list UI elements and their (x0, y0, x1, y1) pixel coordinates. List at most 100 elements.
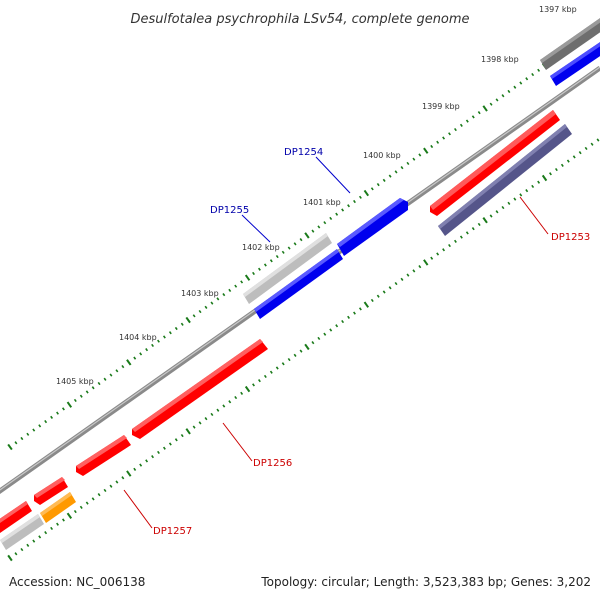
minor-tick (507, 201, 511, 205)
major-tick (185, 316, 191, 324)
minor-tick (145, 348, 149, 352)
minor-tick (590, 142, 594, 146)
topology-summary: Topology: circular; Length: 3,523,383 bp… (260, 575, 591, 589)
tick-label-1402: 1402 kbp (242, 243, 280, 252)
leader-dp1254 (315, 156, 351, 194)
minor-tick (549, 172, 552, 176)
minor-tick (115, 480, 119, 484)
gene-red-small[interactable] (76, 435, 131, 476)
map-title: Desulfotalea psychrophila LSv54, complet… (130, 12, 469, 27)
minor-tick (50, 415, 54, 419)
major-tick (244, 274, 251, 281)
minor-tick (341, 208, 345, 212)
leader-dp1257 (123, 489, 153, 529)
minor-tick (157, 339, 160, 343)
minor-tick (513, 197, 517, 201)
gene-dp1256[interactable] (132, 339, 268, 439)
gene-label-dp1255[interactable]: DP1255 (210, 205, 249, 216)
minor-tick (281, 250, 285, 254)
minor-tick (465, 231, 469, 235)
minor-tick (257, 267, 261, 271)
gene-label-dp1257[interactable]: DP1257 (153, 526, 192, 537)
minor-tick (471, 115, 475, 119)
minor-tick (329, 328, 333, 332)
minor-tick (400, 277, 404, 281)
minor-tick (537, 180, 541, 184)
minor-tick (234, 284, 238, 288)
minor-tick (91, 386, 95, 390)
minor-tick (388, 286, 392, 290)
minor-tick (293, 242, 297, 246)
tick-label-1397: 1397 kbp (539, 5, 577, 14)
minor-tick (109, 373, 113, 377)
minor-tick (329, 216, 333, 221)
minor-tick (85, 390, 89, 394)
minor-tick (263, 374, 267, 379)
minor-tick (168, 442, 172, 446)
minor-tick (157, 450, 160, 455)
minor-tick (275, 254, 279, 259)
gene-label-dp1254[interactable]: DP1254 (284, 147, 323, 158)
minor-tick (26, 543, 30, 547)
gene-dp1254[interactable] (337, 198, 408, 256)
gene-dp1255[interactable] (243, 233, 332, 304)
minor-tick (341, 319, 345, 324)
minor-tick (596, 138, 600, 142)
minor-tick (453, 239, 457, 243)
minor-tick (121, 476, 125, 480)
minor-tick (448, 132, 451, 136)
major-tick (482, 217, 488, 224)
minor-tick (38, 535, 42, 539)
minor-tick (335, 212, 339, 216)
minor-tick (376, 294, 380, 298)
gene-blue-top[interactable] (550, 38, 600, 86)
gene-label-dp1253[interactable]: DP1253 (551, 232, 590, 243)
minor-tick (198, 309, 202, 314)
minor-tick (210, 301, 214, 305)
minor-tick (180, 433, 184, 438)
minor-tick (192, 425, 196, 429)
minor-tick (353, 199, 356, 204)
gene-label-dp1256[interactable]: DP1256 (253, 458, 292, 469)
major-tick (66, 401, 73, 408)
gene-red-edge[interactable] (0, 501, 32, 533)
minor-tick (145, 459, 149, 463)
gene-orange[interactable] (40, 492, 76, 523)
minor-tick (252, 271, 255, 276)
tick-dots-inner (7, 138, 600, 562)
minor-tick (406, 161, 410, 166)
tick-label-1404: 1404 kbp (119, 333, 157, 342)
gene-dp1253[interactable] (430, 110, 560, 216)
minor-tick (240, 280, 244, 284)
major-tick (304, 343, 310, 351)
minor-tick (44, 531, 48, 535)
minor-tick (192, 314, 196, 318)
major-tick (7, 443, 13, 451)
gene-dp1257[interactable] (34, 477, 68, 505)
minor-tick (32, 539, 36, 543)
minor-tick (347, 315, 351, 319)
major-tick (363, 301, 370, 308)
minor-tick (26, 432, 30, 436)
minor-tick (578, 151, 582, 155)
minor-tick (234, 395, 238, 400)
gene-dark-gray-top[interactable] (540, 14, 600, 70)
minor-tick (453, 127, 457, 132)
minor-tick (204, 417, 208, 421)
minor-tick (406, 273, 410, 277)
minor-tick (174, 326, 178, 331)
minor-tick (382, 178, 386, 182)
minor-tick (103, 488, 107, 493)
gene-gray-edge[interactable] (0, 514, 44, 550)
minor-tick (222, 293, 226, 297)
leader-dp1255 (241, 214, 271, 243)
gene-slate[interactable] (438, 124, 572, 236)
gene-blue-mid[interactable] (254, 249, 343, 319)
minor-tick (281, 362, 285, 366)
tick-label-1399: 1399 kbp (422, 102, 460, 111)
minor-tick (412, 157, 416, 161)
major-tick (7, 554, 13, 562)
minor-tick (501, 94, 505, 98)
minor-tick (103, 377, 107, 381)
